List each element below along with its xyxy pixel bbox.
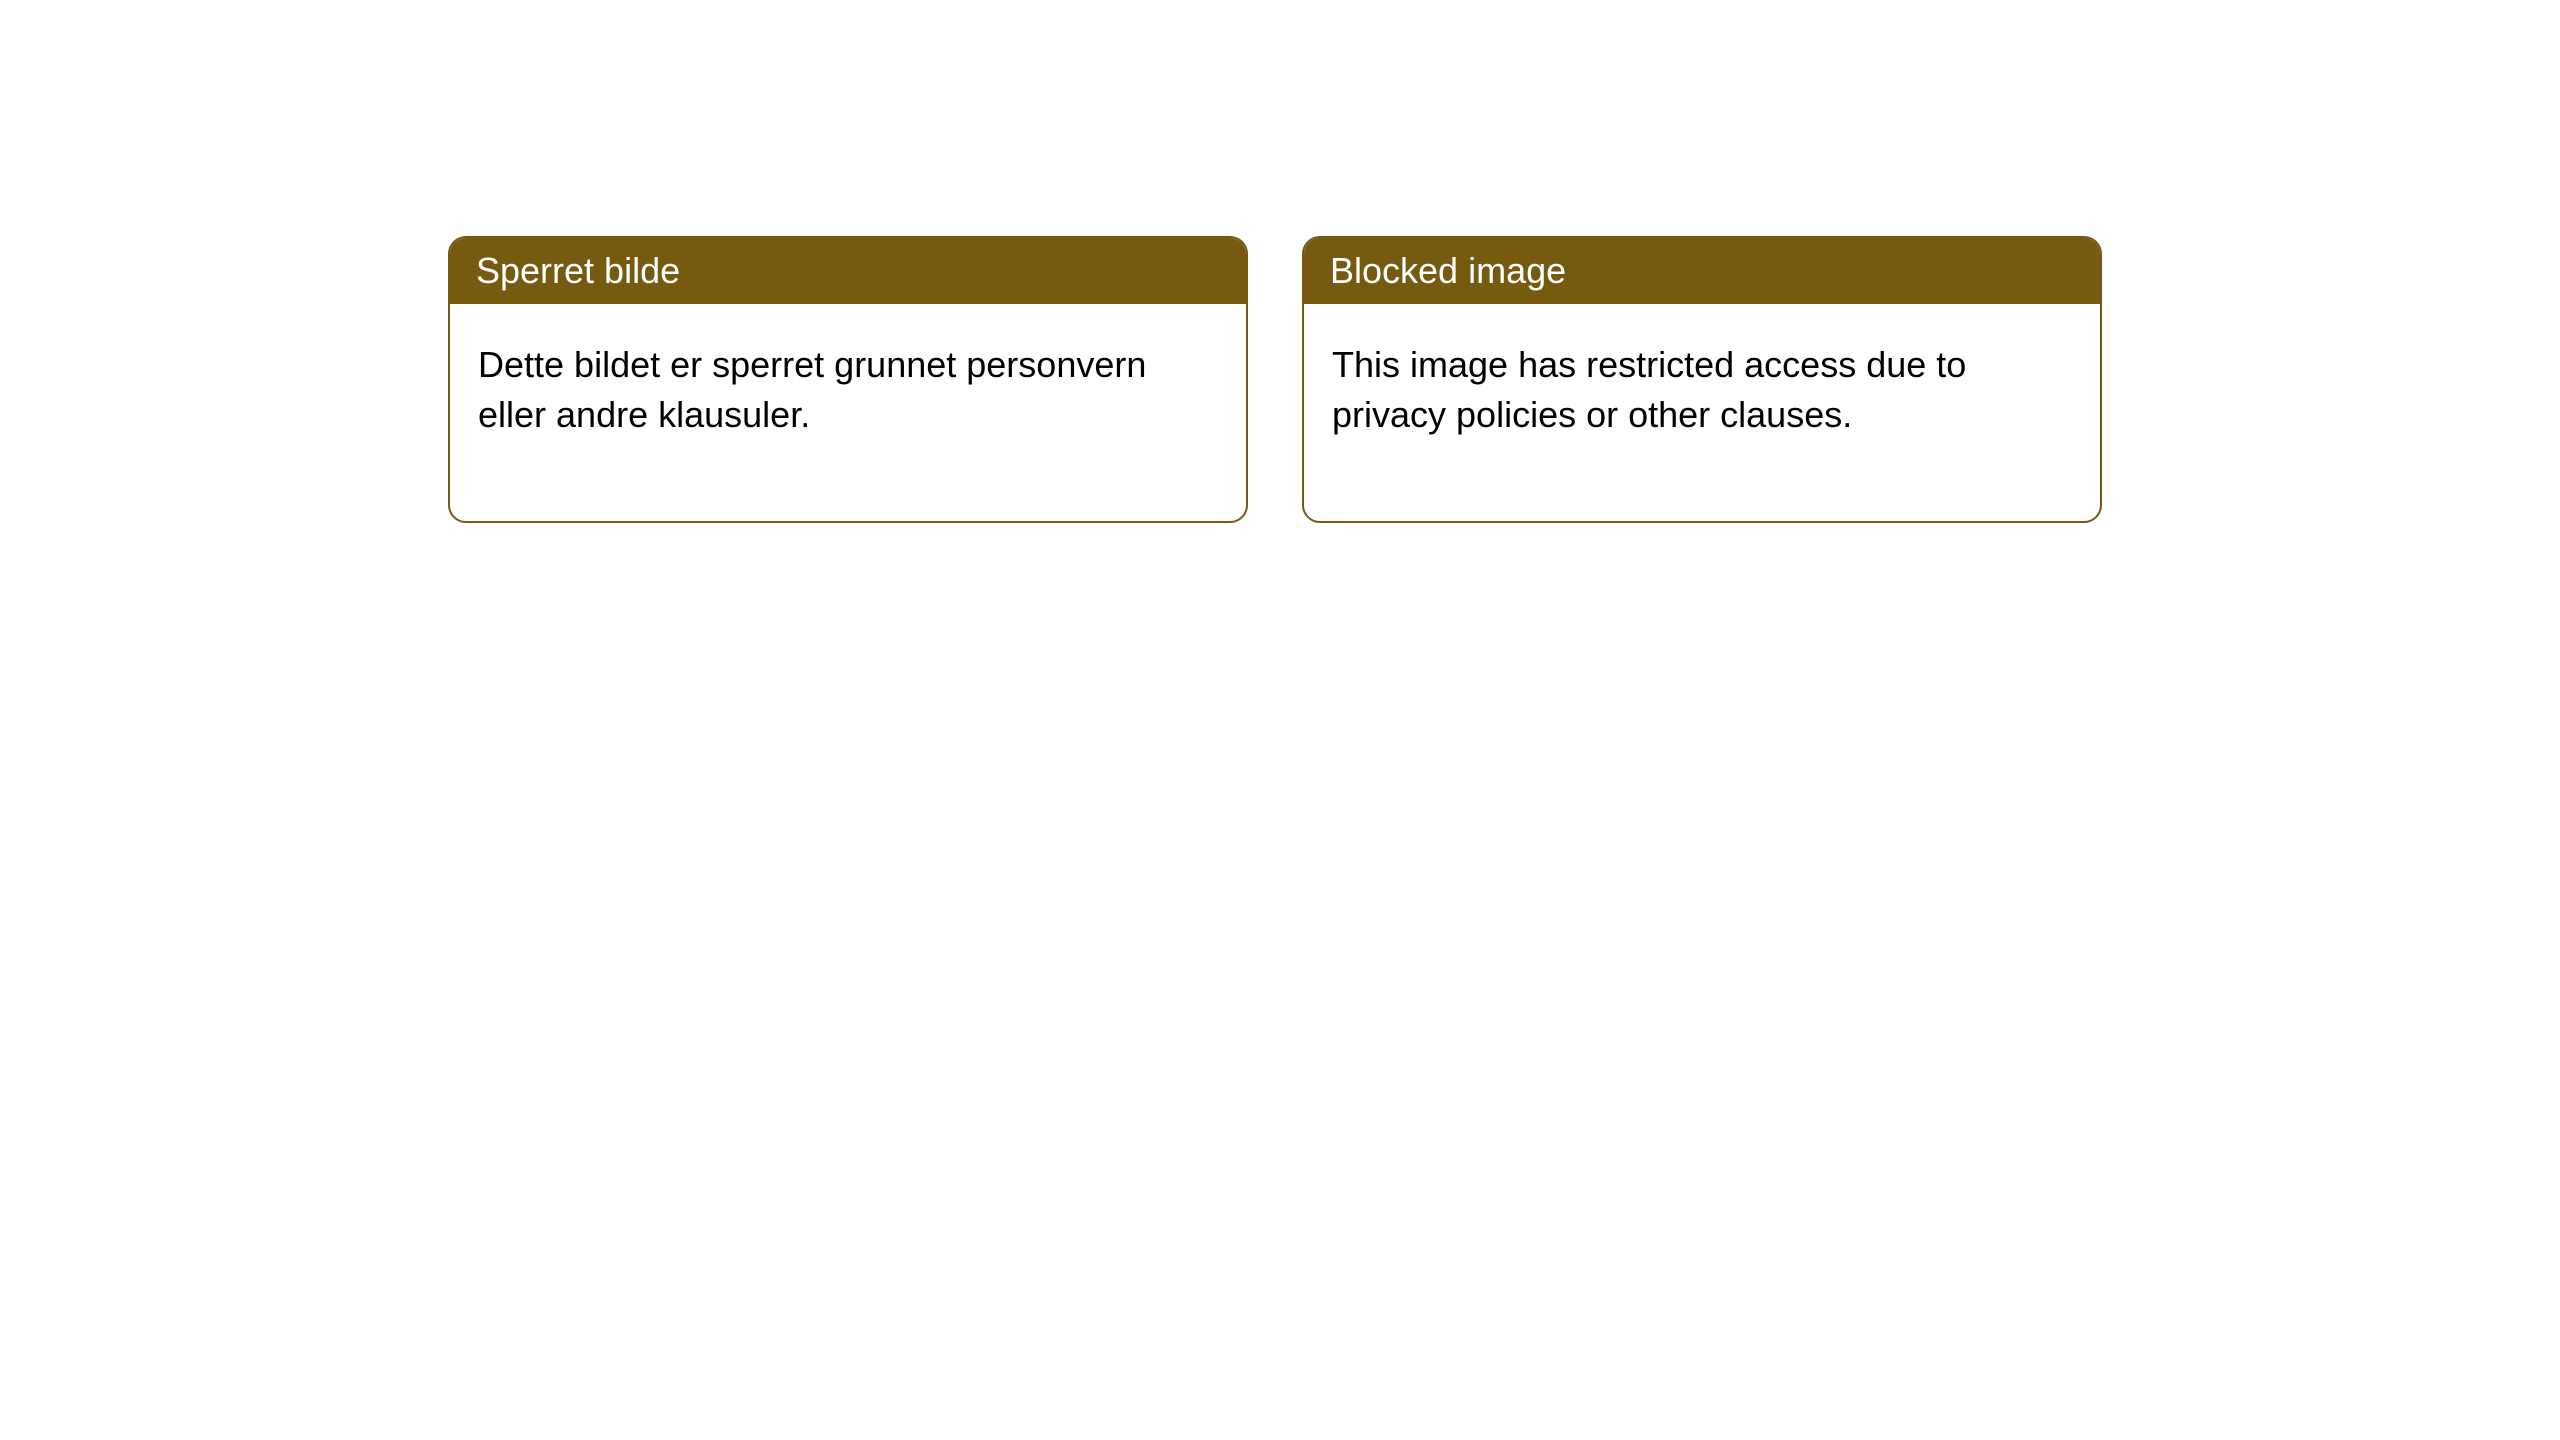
card-body-en: This image has restricted access due to …: [1304, 304, 2100, 521]
blocked-image-card-no: Sperret bilde Dette bildet er sperret gr…: [448, 236, 1248, 523]
notice-container: Sperret bilde Dette bildet er sperret gr…: [0, 0, 2560, 523]
card-title-en: Blocked image: [1304, 238, 2100, 304]
blocked-image-card-en: Blocked image This image has restricted …: [1302, 236, 2102, 523]
card-body-no: Dette bildet er sperret grunnet personve…: [450, 304, 1246, 521]
card-title-no: Sperret bilde: [450, 238, 1246, 304]
